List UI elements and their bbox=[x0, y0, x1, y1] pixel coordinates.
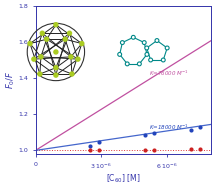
Circle shape bbox=[161, 58, 165, 62]
Point bbox=[89, 149, 92, 152]
Point bbox=[152, 149, 156, 152]
Circle shape bbox=[68, 31, 72, 35]
Circle shape bbox=[131, 35, 135, 39]
X-axis label: [C$_{60}$] [M]: [C$_{60}$] [M] bbox=[106, 172, 141, 185]
Point bbox=[152, 132, 156, 135]
Circle shape bbox=[120, 41, 124, 45]
Circle shape bbox=[142, 41, 146, 45]
Circle shape bbox=[32, 57, 36, 61]
Circle shape bbox=[137, 62, 141, 66]
Circle shape bbox=[165, 46, 169, 50]
Circle shape bbox=[70, 72, 74, 76]
Point bbox=[189, 128, 193, 131]
Circle shape bbox=[40, 31, 44, 35]
Point bbox=[189, 148, 193, 151]
Circle shape bbox=[118, 53, 122, 56]
Point bbox=[97, 141, 101, 144]
Circle shape bbox=[54, 23, 58, 27]
Circle shape bbox=[69, 55, 73, 59]
Circle shape bbox=[38, 72, 42, 76]
Point bbox=[143, 149, 147, 152]
Text: K=18000 M$^{-1}$: K=18000 M$^{-1}$ bbox=[149, 123, 189, 132]
Point bbox=[198, 148, 202, 151]
Circle shape bbox=[149, 58, 153, 62]
Y-axis label: $F_0/F$: $F_0/F$ bbox=[4, 71, 17, 89]
Text: K=76000 M$^{-1}$: K=76000 M$^{-1}$ bbox=[149, 68, 189, 78]
Circle shape bbox=[45, 37, 49, 41]
Circle shape bbox=[54, 66, 58, 70]
Circle shape bbox=[39, 55, 43, 59]
Circle shape bbox=[63, 37, 67, 41]
Circle shape bbox=[145, 53, 149, 56]
Circle shape bbox=[28, 42, 32, 46]
Point bbox=[97, 149, 101, 152]
Circle shape bbox=[125, 62, 129, 66]
Circle shape bbox=[80, 42, 84, 46]
Circle shape bbox=[145, 46, 149, 50]
Point bbox=[143, 134, 147, 137]
Circle shape bbox=[155, 39, 159, 43]
Circle shape bbox=[54, 50, 58, 54]
Circle shape bbox=[54, 73, 58, 77]
Point bbox=[198, 125, 202, 129]
Point bbox=[89, 144, 92, 147]
Circle shape bbox=[76, 57, 80, 61]
